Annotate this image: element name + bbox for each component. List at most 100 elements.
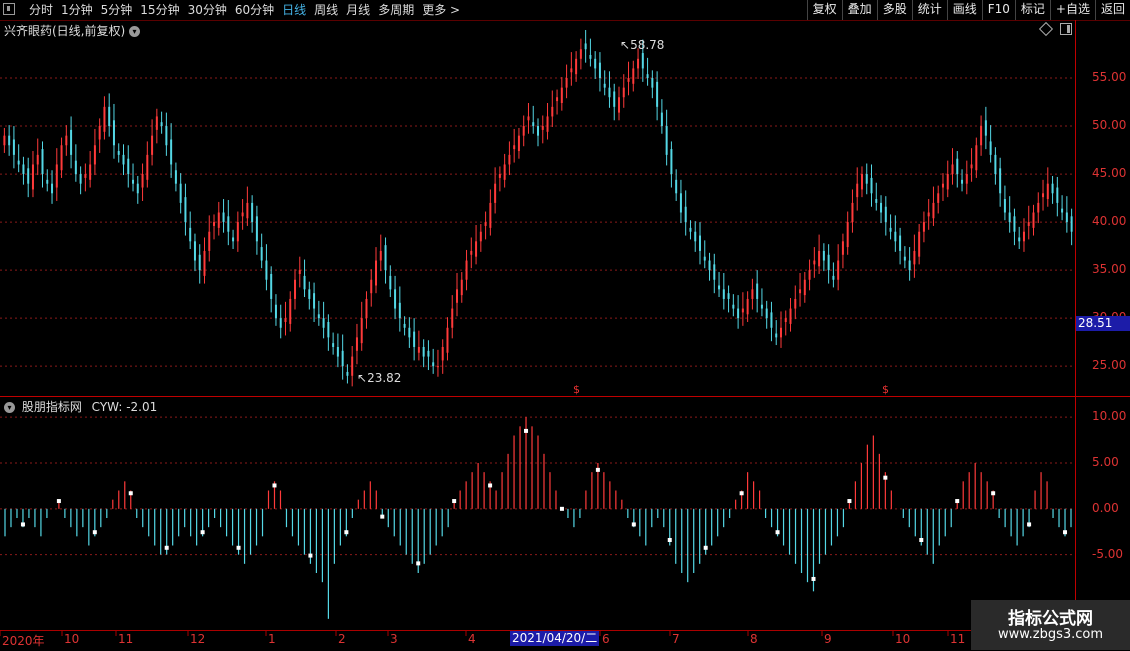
- candle-body: [451, 308, 454, 328]
- tab-period[interactable]: 更多 >: [422, 3, 461, 17]
- candle-body: [756, 283, 759, 299]
- candle-body: [456, 289, 459, 303]
- candle-body: [989, 141, 992, 155]
- candle-body: [417, 346, 420, 353]
- candle-body: [713, 264, 716, 280]
- candle-body: [1065, 212, 1068, 223]
- candle-body: [918, 231, 921, 257]
- candle-body: [513, 145, 516, 150]
- candle-body: [937, 193, 940, 203]
- tab-period[interactable]: 周线: [314, 3, 339, 17]
- toolbar-button[interactable]: 多股: [876, 0, 912, 20]
- tab-period[interactable]: 月线: [346, 3, 371, 17]
- candle-body: [1070, 216, 1073, 232]
- toolbar-buttons: 复权 叠加 多股 统计 画线 F10 标记 +自选 返回: [806, 0, 1130, 20]
- candle-body: [517, 135, 520, 152]
- tab-period[interactable]: 日线: [282, 3, 307, 17]
- candle-body: [193, 241, 196, 261]
- tab-period[interactable]: 1分钟: [61, 3, 93, 17]
- menu-icon[interactable]: [3, 3, 15, 15]
- candle-body: [1056, 187, 1059, 203]
- indicator-dot: [595, 467, 600, 472]
- candle-body: [927, 212, 930, 217]
- price-panel-title-row: 兴齐眼药(日线,前复权) ▾: [4, 22, 143, 39]
- candle-body: [74, 160, 77, 175]
- candle-body: [870, 177, 873, 194]
- indicator-tick-label: 5.00: [1092, 455, 1119, 469]
- candle-body: [460, 279, 463, 296]
- candle-body: [994, 154, 997, 175]
- candle-body: [346, 371, 349, 376]
- tab-period[interactable]: 60分钟: [234, 3, 275, 17]
- indicator-tick-label: -5.00: [1092, 546, 1124, 561]
- candle-body: [341, 350, 344, 367]
- candle-body: [141, 174, 144, 188]
- candle-body: [684, 206, 687, 223]
- candle-body: [108, 106, 111, 127]
- toolbar-button[interactable]: 复权: [806, 0, 842, 20]
- candle-body: [298, 270, 301, 274]
- candle-body: [70, 129, 73, 155]
- candle-body: [875, 199, 878, 203]
- candle-body: [122, 154, 125, 165]
- candle-body: [532, 122, 535, 127]
- watermark-title: 指标公式网: [1008, 609, 1093, 629]
- candle-body: [375, 260, 378, 286]
- candle-body: [956, 158, 959, 175]
- candle-body: [703, 256, 706, 261]
- candle-body: [579, 49, 582, 59]
- candle-body: [965, 174, 968, 184]
- tab-period[interactable]: 5分钟: [100, 3, 133, 17]
- tab-period[interactable]: 分时: [29, 3, 54, 17]
- candle-body: [1018, 237, 1021, 242]
- date-label: 2: [338, 632, 346, 646]
- panel-divider: [0, 396, 1130, 397]
- candle-body: [584, 43, 587, 50]
- candle-body: [975, 145, 978, 171]
- candle-body: [746, 298, 749, 315]
- date-label: 8: [750, 632, 758, 646]
- candle-body: [732, 304, 735, 309]
- candle-body: [589, 54, 592, 59]
- candle-body: [41, 149, 44, 175]
- indicator-dot: [128, 491, 133, 496]
- candle-body: [308, 289, 311, 299]
- toolbar-button[interactable]: 画线: [946, 0, 982, 20]
- indicator-dot: [847, 499, 852, 504]
- date-label: 10: [895, 632, 911, 646]
- candle-body: [1022, 231, 1025, 242]
- tab-period[interactable]: 30分钟: [187, 3, 227, 17]
- tab-period[interactable]: 15分钟: [140, 3, 180, 17]
- indicator-tick-label: 0.00: [1092, 500, 1119, 515]
- candle-body: [1042, 193, 1045, 198]
- candle-body: [637, 58, 640, 69]
- panel-toggle-icon[interactable]: [1060, 23, 1072, 35]
- chevron-down-icon[interactable]: ▾: [129, 26, 141, 37]
- toolbar-button[interactable]: F10: [981, 0, 1015, 20]
- candle-body: [208, 231, 211, 251]
- toolbar-button[interactable]: 标记: [1014, 0, 1050, 20]
- tab-period[interactable]: 多周期: [378, 3, 415, 17]
- candle-body: [408, 327, 411, 338]
- candle-body: [294, 279, 297, 299]
- candle-body: [355, 337, 358, 351]
- toolbar-button[interactable]: +自选: [1049, 0, 1095, 20]
- indicator-dot: [92, 530, 97, 535]
- indicator-dot: [739, 491, 744, 496]
- candle-body: [427, 350, 430, 357]
- candle-body: [403, 323, 406, 328]
- candle-body: [60, 145, 63, 171]
- candle-body: [737, 308, 740, 319]
- candle-body: [522, 126, 525, 136]
- candle-body: [656, 81, 659, 107]
- chevron-down-icon[interactable]: ▾: [4, 402, 15, 413]
- toolbar-button[interactable]: 返回: [1094, 0, 1130, 20]
- candle-body: [784, 318, 787, 322]
- indicator-dot: [236, 545, 241, 550]
- indicator-dot: [308, 553, 313, 558]
- indicator-dot: [811, 576, 816, 581]
- toolbar-button[interactable]: 统计: [911, 0, 947, 20]
- toolbar-button[interactable]: 叠加: [841, 0, 877, 20]
- candle-body: [112, 120, 115, 146]
